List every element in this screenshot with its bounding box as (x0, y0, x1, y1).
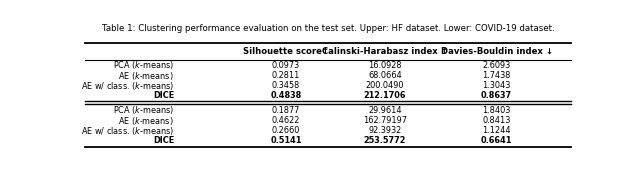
Text: 0.8637: 0.8637 (481, 91, 512, 100)
Text: Table 1: Clustering performance evaluation on the test set. Upper: HF dataset. L: Table 1: Clustering performance evaluati… (102, 24, 554, 33)
Text: 92.3932: 92.3932 (369, 126, 402, 135)
Text: DICE: DICE (153, 91, 174, 100)
Text: 212.1706: 212.1706 (364, 91, 406, 100)
Text: Davies-Bouldin index ↓: Davies-Bouldin index ↓ (440, 47, 553, 56)
Text: Silhouette score↑: Silhouette score↑ (243, 47, 329, 56)
Text: 0.8413: 0.8413 (483, 116, 511, 125)
Text: 1.3043: 1.3043 (483, 81, 511, 90)
Text: 0.5141: 0.5141 (270, 136, 301, 145)
Text: AE w/ class. ($k$-means): AE w/ class. ($k$-means) (81, 80, 174, 92)
Text: 162.79197: 162.79197 (363, 116, 407, 125)
Text: PCA ($k$-means): PCA ($k$-means) (113, 59, 174, 71)
Text: 253.5772: 253.5772 (364, 136, 406, 145)
Text: 0.4838: 0.4838 (270, 91, 301, 100)
Text: 2.6093: 2.6093 (483, 61, 511, 70)
Text: 16.0928: 16.0928 (368, 61, 402, 70)
Text: 68.0664: 68.0664 (368, 71, 402, 80)
Text: AE ($k$-means): AE ($k$-means) (118, 115, 174, 126)
Text: 0.1877: 0.1877 (272, 106, 300, 115)
Text: 1.7438: 1.7438 (483, 71, 511, 80)
Text: 1.8403: 1.8403 (483, 106, 511, 115)
Text: 29.9614: 29.9614 (368, 106, 402, 115)
Text: AE ($k$-means): AE ($k$-means) (118, 70, 174, 81)
Text: 0.2811: 0.2811 (271, 71, 300, 80)
Text: 0.3458: 0.3458 (272, 81, 300, 90)
Text: 0.0973: 0.0973 (272, 61, 300, 70)
Text: 0.2660: 0.2660 (271, 126, 300, 135)
Text: 200.0490: 200.0490 (366, 81, 404, 90)
Text: 1.1244: 1.1244 (483, 126, 511, 135)
Text: DICE: DICE (153, 136, 174, 145)
Text: 0.6641: 0.6641 (481, 136, 513, 145)
Text: 0.4622: 0.4622 (271, 116, 300, 125)
Text: Calinski-Harabasz index ↑: Calinski-Harabasz index ↑ (322, 47, 448, 56)
Text: AE w/ class. ($k$-means): AE w/ class. ($k$-means) (81, 125, 174, 137)
Text: PCA ($k$-means): PCA ($k$-means) (113, 104, 174, 116)
